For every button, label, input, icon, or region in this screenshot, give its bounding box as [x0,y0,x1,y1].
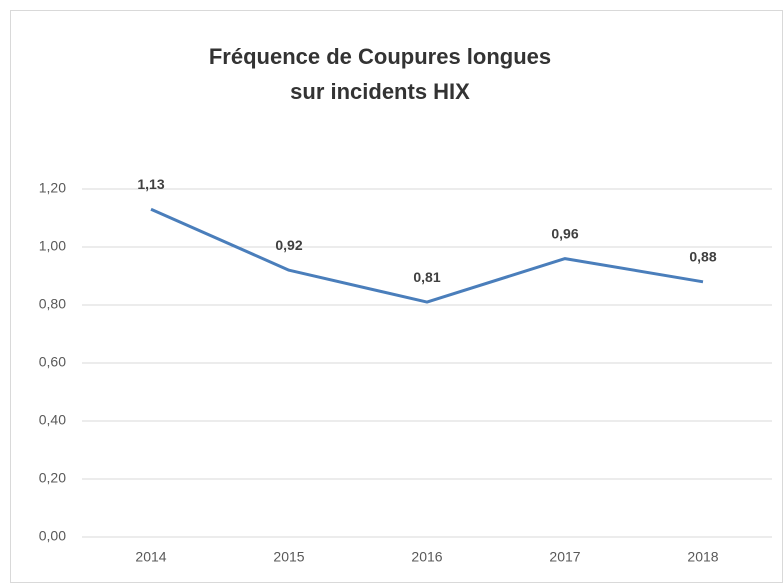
y-tick-label: 0,60 [39,354,66,370]
data-label: 0,92 [275,237,302,253]
x-tick-label: 2014 [135,549,166,565]
x-tick-label: 2018 [687,549,718,565]
data-label: 1,13 [137,176,164,192]
y-tick-label: 1,00 [39,238,66,254]
data-label: 0,96 [551,225,578,241]
y-tick-label: 0,40 [39,412,66,428]
y-tick-label: 0,20 [39,470,66,486]
data-label: 0,88 [689,249,716,265]
line [150,207,704,304]
x-tick-label: 2015 [273,549,304,565]
chart-title: Fréquence de Coupures longues [209,44,551,69]
y-tick-label: 0,00 [39,528,66,544]
chart-title: sur incidents HIX [290,79,470,104]
x-tick-label: 2016 [411,549,442,565]
data-label: 0,81 [413,269,440,285]
y-tick-label: 0,80 [39,296,66,312]
x-tick-label: 2017 [549,549,580,565]
y-tick-label: 1,20 [39,180,66,196]
